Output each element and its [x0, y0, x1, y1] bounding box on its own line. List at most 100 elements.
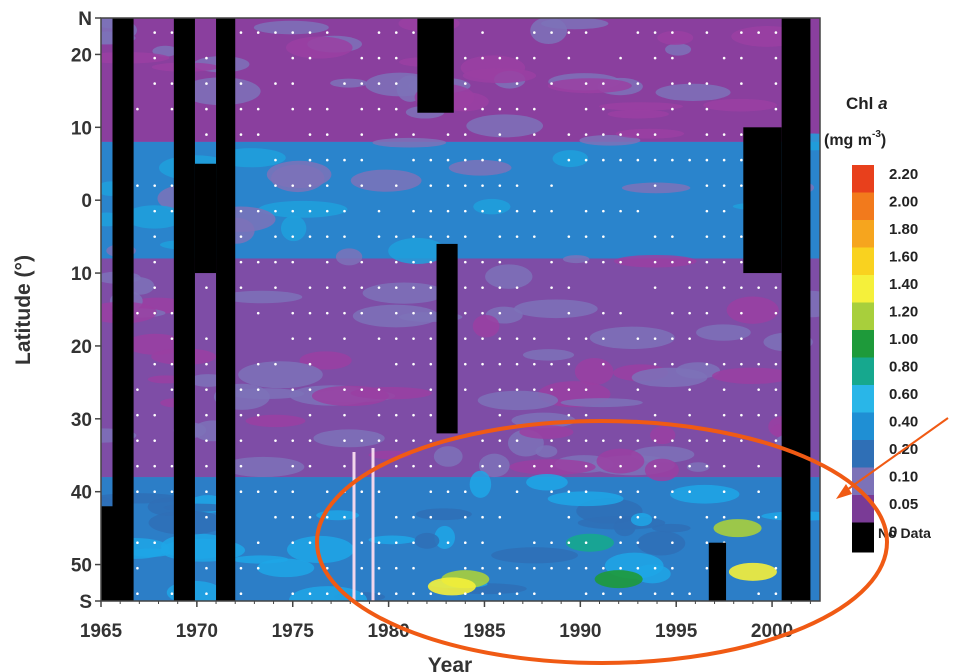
- sample-dot: [394, 566, 398, 570]
- heatmap-blob: [526, 473, 568, 491]
- sample-dot: [567, 388, 571, 391]
- sample-dot: [636, 490, 640, 493]
- sample-dot: [774, 439, 778, 442]
- heatmap-blob: [477, 390, 559, 411]
- colorbar-unit-exp: -3: [872, 129, 881, 140]
- sample-dot: [153, 56, 156, 60]
- sample-dot: [636, 515, 640, 519]
- heatmap-blob: [491, 547, 578, 564]
- sample-dot: [705, 566, 709, 570]
- heatmap-blob: [285, 36, 353, 59]
- sample-dot: [239, 31, 243, 34]
- heatmap-high-blob: [728, 562, 777, 581]
- colorbar-level-label: 1.40: [889, 276, 918, 293]
- sample-dot: [774, 31, 778, 34]
- sample-dot: [740, 82, 743, 85]
- sample-dot: [602, 158, 605, 162]
- sample-dot: [533, 56, 536, 60]
- heatmap-blob: [535, 445, 558, 458]
- sample-dot: [671, 337, 674, 340]
- sample-dot: [325, 515, 329, 519]
- sample-dot: [343, 82, 346, 85]
- sample-dot: [619, 592, 622, 596]
- sample-dot: [412, 311, 415, 315]
- y-axis-title: Latitude (°): [12, 255, 35, 365]
- sample-dot: [584, 133, 588, 136]
- heatmap-blob: [415, 508, 472, 521]
- sample-dot: [343, 311, 346, 315]
- sample-dot: [688, 337, 691, 340]
- sample-dot: [602, 209, 605, 213]
- sample-dot: [533, 566, 536, 570]
- sample-dot: [567, 56, 571, 60]
- sample-dot: [308, 31, 312, 34]
- sample-dot: [412, 439, 415, 442]
- sample-dot: [740, 337, 743, 340]
- sample-dot: [515, 184, 519, 187]
- sample-dot: [394, 413, 398, 417]
- sample-dot: [308, 337, 312, 340]
- sample-dot: [740, 413, 743, 417]
- sample-dot: [170, 362, 174, 366]
- sample-dot: [412, 541, 415, 544]
- sample-dot: [429, 158, 433, 162]
- sample-dot: [653, 260, 657, 264]
- sample-dot: [446, 235, 450, 238]
- heatmap-blob: [631, 367, 708, 388]
- sample-dot: [498, 56, 502, 60]
- sample-dot: [291, 184, 295, 187]
- heatmap-blob: [330, 78, 368, 88]
- heatmap-blob: [478, 453, 510, 478]
- sample-dot: [136, 388, 139, 391]
- sample-dot: [239, 592, 243, 596]
- heatmap-blob: [547, 491, 624, 507]
- sample-dot: [774, 592, 778, 596]
- sample-dot: [705, 541, 709, 544]
- colorbar-level-label: 0.05: [889, 496, 918, 513]
- sample-dot: [394, 31, 398, 34]
- sample-dot: [481, 362, 484, 366]
- sample-dot: [360, 56, 364, 60]
- heatmap-blob: [388, 237, 446, 265]
- sample-dot: [308, 56, 312, 60]
- sample-dot: [463, 107, 467, 111]
- sample-dot: [515, 388, 519, 391]
- sample-dot: [153, 541, 156, 544]
- x-tick-label: 1990: [559, 621, 601, 642]
- sample-dot: [325, 184, 329, 187]
- sample-dot: [740, 311, 743, 315]
- sample-dot: [498, 464, 502, 468]
- sample-dot: [740, 31, 743, 34]
- sample-dot: [429, 439, 433, 442]
- sample-dot: [653, 413, 657, 417]
- sample-dot: [394, 592, 398, 596]
- heatmap-blob: [657, 30, 694, 45]
- sample-dot: [308, 184, 312, 187]
- sample-dot: [533, 388, 536, 391]
- sample-dot: [619, 490, 622, 493]
- sample-dot: [239, 107, 243, 111]
- heatmap-blob: [433, 446, 463, 467]
- sample-dot: [170, 311, 174, 315]
- sample-dot: [239, 209, 243, 213]
- heatmap-blob: [313, 429, 385, 448]
- sample-dot: [550, 566, 553, 570]
- sample-dot: [446, 490, 450, 493]
- heatmap-blob: [448, 159, 512, 176]
- colorbar-swatch: [852, 302, 874, 330]
- sample-dot: [153, 286, 156, 289]
- sample-dot: [498, 413, 502, 417]
- sample-dot: [481, 158, 484, 162]
- y-tick-label: 10: [71, 264, 92, 285]
- sample-dot: [170, 337, 174, 340]
- heatmap-blob: [221, 290, 303, 304]
- sample-dot: [498, 235, 502, 238]
- sample-dot: [377, 592, 381, 596]
- sample-dot: [343, 158, 346, 162]
- sample-dot: [498, 337, 502, 340]
- y-tick-label: 40: [71, 483, 92, 504]
- heatmap-plot-area: [101, 18, 820, 601]
- heatmap-blob: [485, 264, 533, 289]
- sample-dot: [274, 209, 277, 213]
- sample-dot: [360, 158, 364, 162]
